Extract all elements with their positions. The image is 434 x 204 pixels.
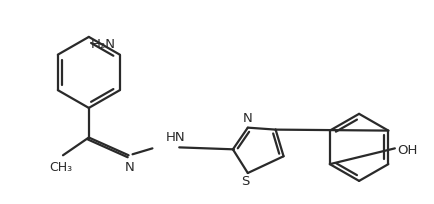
Text: N: N — [243, 112, 253, 125]
Text: H₂N: H₂N — [91, 38, 116, 51]
Text: OH: OH — [397, 144, 417, 157]
Text: CH₃: CH₃ — [49, 161, 72, 174]
Text: HN: HN — [165, 131, 185, 144]
Text: N: N — [125, 161, 135, 174]
Text: S: S — [240, 175, 249, 188]
